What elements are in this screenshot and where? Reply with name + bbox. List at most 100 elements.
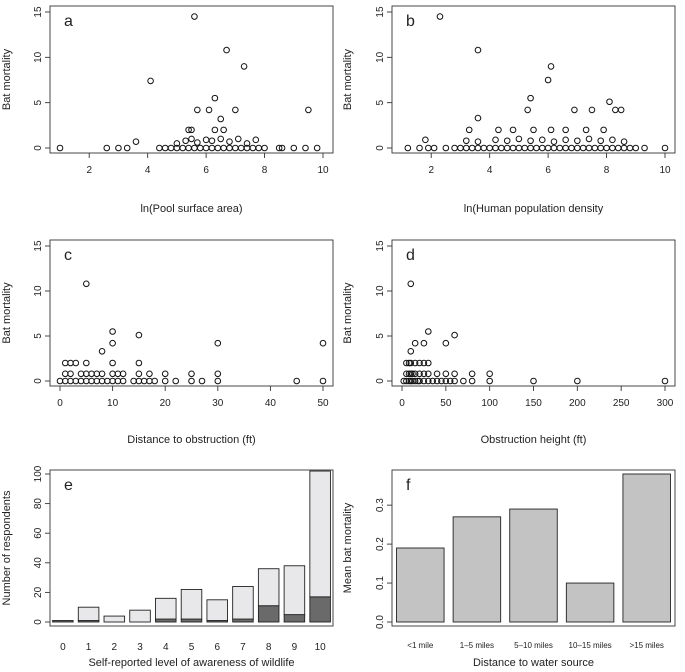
panel-d-plot-frame <box>391 239 676 387</box>
panel-d-xtick-label: 0 <box>399 398 405 409</box>
panel-c-data-point <box>214 370 222 378</box>
panel-d-ytick-label: 5 <box>375 333 386 339</box>
panel-c-data-point <box>319 377 327 385</box>
panel-e-ytick-label: 100 <box>33 465 44 482</box>
panel-e-plot-frame <box>49 469 334 627</box>
panel-a-data-point <box>226 138 233 145</box>
panel-e-panel-letter: e <box>64 477 73 494</box>
panel-d-data-point <box>442 377 450 385</box>
panel-c-data-point <box>72 359 80 367</box>
panel-b-xtick-label: 10 <box>659 165 671 176</box>
panel-d-data-point <box>416 359 423 367</box>
panel-c-data-point <box>109 370 116 378</box>
panel-e-ytick-label: 80 <box>33 498 44 510</box>
panel-b-data-point <box>614 144 622 152</box>
panel-d-data-point <box>451 377 458 385</box>
panel-d-data-point <box>451 370 458 378</box>
panel-c-x-axis-label: Distance to obstruction (ft) <box>127 434 255 446</box>
panel-c-data-point <box>161 377 169 385</box>
panel-a-data-point <box>191 144 198 152</box>
panel-e-bar-light <box>257 568 280 607</box>
panel-a-x-axis-label: ln(Pool surface area) <box>140 203 242 215</box>
panel-c-xtick-label: 20 <box>160 398 172 409</box>
panel-d-data-point <box>468 377 476 385</box>
panel-d-data-point <box>486 377 493 385</box>
panel-b-data-point <box>562 136 569 144</box>
panel-e-ytick-label: 20 <box>33 586 44 598</box>
panel-c-xtick-label: 0 <box>57 398 63 409</box>
panel-d-ytick-label: 15 <box>375 240 386 252</box>
panel-a-data-point <box>214 144 222 152</box>
panel-a-data-point <box>156 144 163 152</box>
panel-e-bar-light <box>129 609 151 623</box>
panel-a-data-point <box>161 144 169 152</box>
panel-d-data-point <box>442 339 450 347</box>
panel-d-data-point <box>442 370 450 378</box>
panel-d-data-point <box>486 370 493 378</box>
panel-a-data-point <box>115 144 122 152</box>
panel-f-xtick-label: 10–15 miles <box>569 641 612 650</box>
panel-b-data-point <box>442 144 450 152</box>
panel-b-data-point <box>562 126 569 134</box>
panel-d-data-point <box>405 370 413 378</box>
panel-d-xtick-label: 300 <box>657 398 674 409</box>
panel-c-data-point <box>319 339 327 347</box>
panel-a-data-point <box>290 144 298 152</box>
panel-b-data-point <box>609 136 616 144</box>
panel-c-data-point <box>83 280 90 288</box>
panel-d-data-point <box>403 377 410 385</box>
panel-a-data-point <box>205 106 213 114</box>
panel-b-data-point <box>527 144 534 152</box>
panel-d-data-point <box>416 377 423 385</box>
panel-b-data-point <box>422 136 429 144</box>
panel-a-data-point <box>56 144 64 152</box>
panel-d-data-point <box>425 377 432 385</box>
panel-c-data-point <box>83 359 90 367</box>
panel-a-ytick-label: 5 <box>33 99 44 105</box>
panel-d-data-point <box>403 359 410 367</box>
panel-d-data-point <box>405 359 413 367</box>
panel-a-data-point <box>237 144 245 152</box>
panel-e-xtick-label: 4 <box>163 642 169 653</box>
panel-b-data-point <box>600 126 607 134</box>
panel-b-data-point <box>474 144 482 152</box>
panel-b-data-point <box>474 138 482 145</box>
panel-a-data-point <box>302 144 309 152</box>
panel-a-data-point <box>232 144 239 152</box>
panel-b-data-point <box>556 144 564 152</box>
panel-d-data-point <box>420 339 428 347</box>
panel-a-data-point <box>305 106 312 114</box>
panel-a-y-axis-label: Bat mortality <box>1 48 13 110</box>
panel-a-data-point <box>278 144 286 152</box>
panel-b-data-point <box>495 126 502 134</box>
panel-b-data-point <box>582 126 590 134</box>
panel-b-x-axis-label: ln(Human population density <box>464 203 604 215</box>
panel-a-ytick-label: 0 <box>33 145 44 151</box>
panel-e-xtick-label: 7 <box>240 642 246 653</box>
panel-b-data-point <box>503 137 511 145</box>
panel-a-data-point <box>123 144 131 152</box>
panel-c-data-point <box>109 328 116 335</box>
panel-d-data-point <box>574 377 581 385</box>
panel-c-data-point <box>151 377 158 385</box>
panel-b-xtick-label: 8 <box>604 165 610 176</box>
panel-d-data-point <box>403 370 410 378</box>
panel-b-y-axis-label: Bat mortality <box>342 48 354 110</box>
panel-f-xtick-label: <1 mile <box>407 641 434 650</box>
panel-d-data-point <box>411 370 419 378</box>
panel-e-xtick-label: 6 <box>214 642 220 653</box>
panel-f-ytick-label: 0.0 <box>375 615 386 629</box>
panel-b-data-point <box>591 144 599 152</box>
panel-f-bar <box>565 582 615 623</box>
panel-a-data-point <box>103 144 111 152</box>
panel-a-data-point <box>202 136 210 144</box>
panel-a-data-point <box>191 13 198 20</box>
panel-e-xtick-label: 2 <box>112 642 118 653</box>
panel-c-panel-letter: c <box>64 247 72 264</box>
panel-e-ytick-label: 0 <box>33 619 44 625</box>
panel-b-data-point <box>641 144 648 152</box>
panel-a-data-point <box>249 144 257 152</box>
panel-c-data-point <box>293 377 301 385</box>
panel-e-bar-dark <box>309 596 331 623</box>
panel-a-data-point <box>220 144 227 152</box>
